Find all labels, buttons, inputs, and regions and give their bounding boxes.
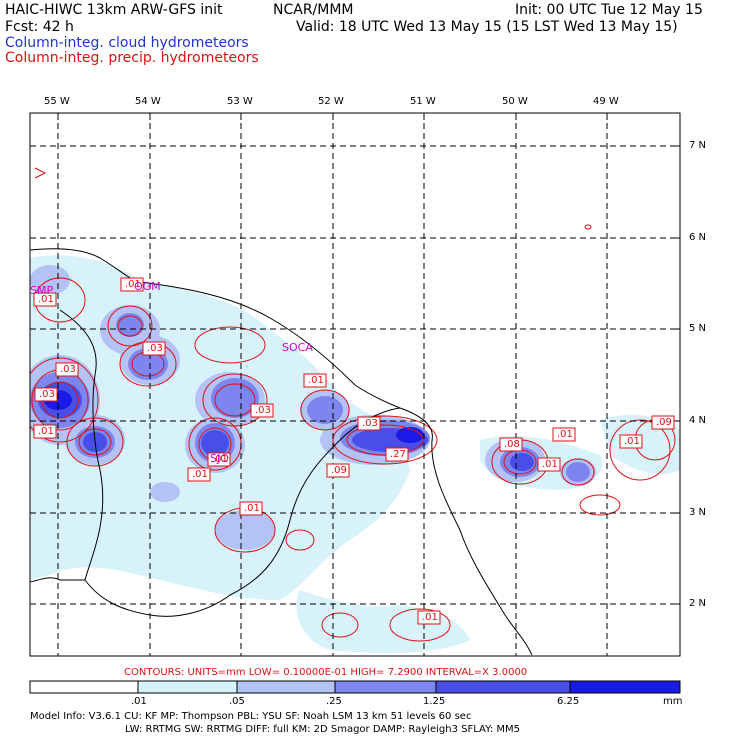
contour-label: .08	[504, 439, 520, 450]
lon-label: 53 W	[227, 96, 253, 107]
contour-label: .03	[147, 343, 163, 354]
contour-label: .01	[125, 279, 141, 290]
contour-label: .01	[38, 294, 54, 305]
model-info-line2: LW: RRTMG SW: RRTMG DIFF: full KM: 2D Sm…	[125, 724, 521, 735]
lon-label: 49 W	[593, 96, 619, 107]
contour-label: .01	[308, 375, 324, 386]
init-time: Init: 00 UTC Tue 12 May 15	[515, 2, 703, 18]
station-label: SJO	[210, 452, 229, 465]
contour-label: .03	[255, 405, 271, 416]
contour-label: .01	[624, 436, 640, 447]
lon-label: 50 W	[502, 96, 528, 107]
shaded-field	[30, 113, 680, 656]
lat-label: 3 N	[689, 507, 707, 518]
contour-label: .09	[656, 417, 672, 428]
contour-label: .01	[212, 454, 228, 465]
lon-label: 52 W	[318, 96, 344, 107]
lat-label: 5 N	[689, 323, 707, 334]
contour-label: .01	[244, 503, 260, 514]
lon-label: 55 W	[44, 96, 70, 107]
colorbar-tick: 6.25	[557, 696, 580, 707]
valid-time: Valid: 18 UTC Wed 13 May 15 (15 LST Wed …	[296, 19, 678, 35]
colorbar-unit: mm	[663, 696, 683, 707]
contour-label: .03	[362, 418, 378, 429]
plot-title: HAIC-HIWC 13km ARW-GFS init	[5, 2, 223, 18]
lat-label: 4 N	[689, 415, 707, 426]
colorbar-tick: 1.25	[423, 696, 446, 707]
legend-cloud-label: Column-integ. cloud hydrometeors	[5, 35, 249, 51]
lat-label: 6 N	[689, 232, 707, 243]
forecast-hour: Fcst: 42 h	[5, 19, 74, 35]
station-label: SMP	[30, 284, 54, 297]
center-name: NCAR/MMM	[273, 2, 354, 18]
colorbar	[29, 680, 681, 694]
contour-label: .03	[60, 364, 76, 375]
contour-label: .01	[542, 459, 558, 470]
contour-label: .01	[38, 426, 54, 437]
legend-precip-label: Column-integ. precip. hydrometeors	[5, 50, 259, 66]
contour-label: .27	[390, 449, 406, 460]
contours-info: CONTOURS: UNITS=mm LOW= 0.10000E-01 HIGH…	[124, 667, 528, 678]
station-label: OGM	[134, 280, 161, 293]
colorbar-tick: .05	[229, 696, 245, 707]
station-label: SOCA	[282, 341, 313, 354]
lon-label: 51 W	[410, 96, 436, 107]
contour-label: .01	[422, 612, 438, 623]
colorbar-tick: .01	[131, 696, 147, 707]
lat-label: 7 N	[689, 140, 707, 151]
lat-label: 2 N	[689, 598, 707, 609]
contour-label: .01	[557, 429, 573, 440]
contour-label: .01	[192, 469, 208, 480]
contour-label: .03	[39, 389, 55, 400]
colorbar-tick: .25	[326, 696, 342, 707]
model-info-line1: Model Info: V3.6.1 CU: KF MP: Thompson P…	[30, 711, 472, 722]
lon-label: 54 W	[135, 96, 161, 107]
contour-label: .09	[331, 465, 347, 476]
